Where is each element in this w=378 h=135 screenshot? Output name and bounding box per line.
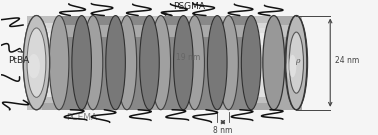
Ellipse shape [23,16,50,110]
Bar [59,16,82,110]
Ellipse shape [83,16,103,110]
Bar [93,16,116,110]
Ellipse shape [287,53,297,83]
Text: PSGMA: PSGMA [173,2,205,11]
Ellipse shape [289,55,296,77]
Ellipse shape [289,32,304,93]
Text: 24 nm: 24 nm [335,56,359,65]
Bar [229,16,251,110]
Bar [161,25,183,37]
Ellipse shape [28,54,40,78]
Bar [59,25,82,37]
Ellipse shape [117,16,137,110]
Ellipse shape [263,16,285,110]
Text: ρ: ρ [295,57,299,65]
Bar [195,16,217,110]
Bar [195,25,217,37]
Ellipse shape [106,16,125,110]
Ellipse shape [174,16,193,110]
Bar [35,28,302,97]
Text: PtBA: PtBA [8,56,29,65]
Bar [27,16,42,110]
Ellipse shape [285,16,308,110]
Ellipse shape [241,16,261,110]
Ellipse shape [185,16,204,110]
Bar [161,16,183,110]
Bar [35,16,302,110]
Bar [127,25,149,37]
Ellipse shape [23,16,50,110]
Ellipse shape [219,16,239,110]
Text: PCEMA: PCEMA [66,113,97,122]
Text: 19 nm: 19 nm [176,53,200,62]
Bar [229,25,251,37]
Ellipse shape [286,16,307,110]
Bar [35,33,302,45]
Ellipse shape [151,16,170,110]
Bar [274,16,296,110]
Text: 8 nm: 8 nm [213,126,232,135]
Ellipse shape [49,16,69,110]
Ellipse shape [72,16,91,110]
Bar [93,25,116,37]
Bar [35,103,302,110]
Ellipse shape [27,28,46,97]
Bar [127,16,149,110]
Ellipse shape [208,16,227,110]
Bar [35,23,302,37]
Bar [274,25,296,37]
Ellipse shape [139,16,159,110]
